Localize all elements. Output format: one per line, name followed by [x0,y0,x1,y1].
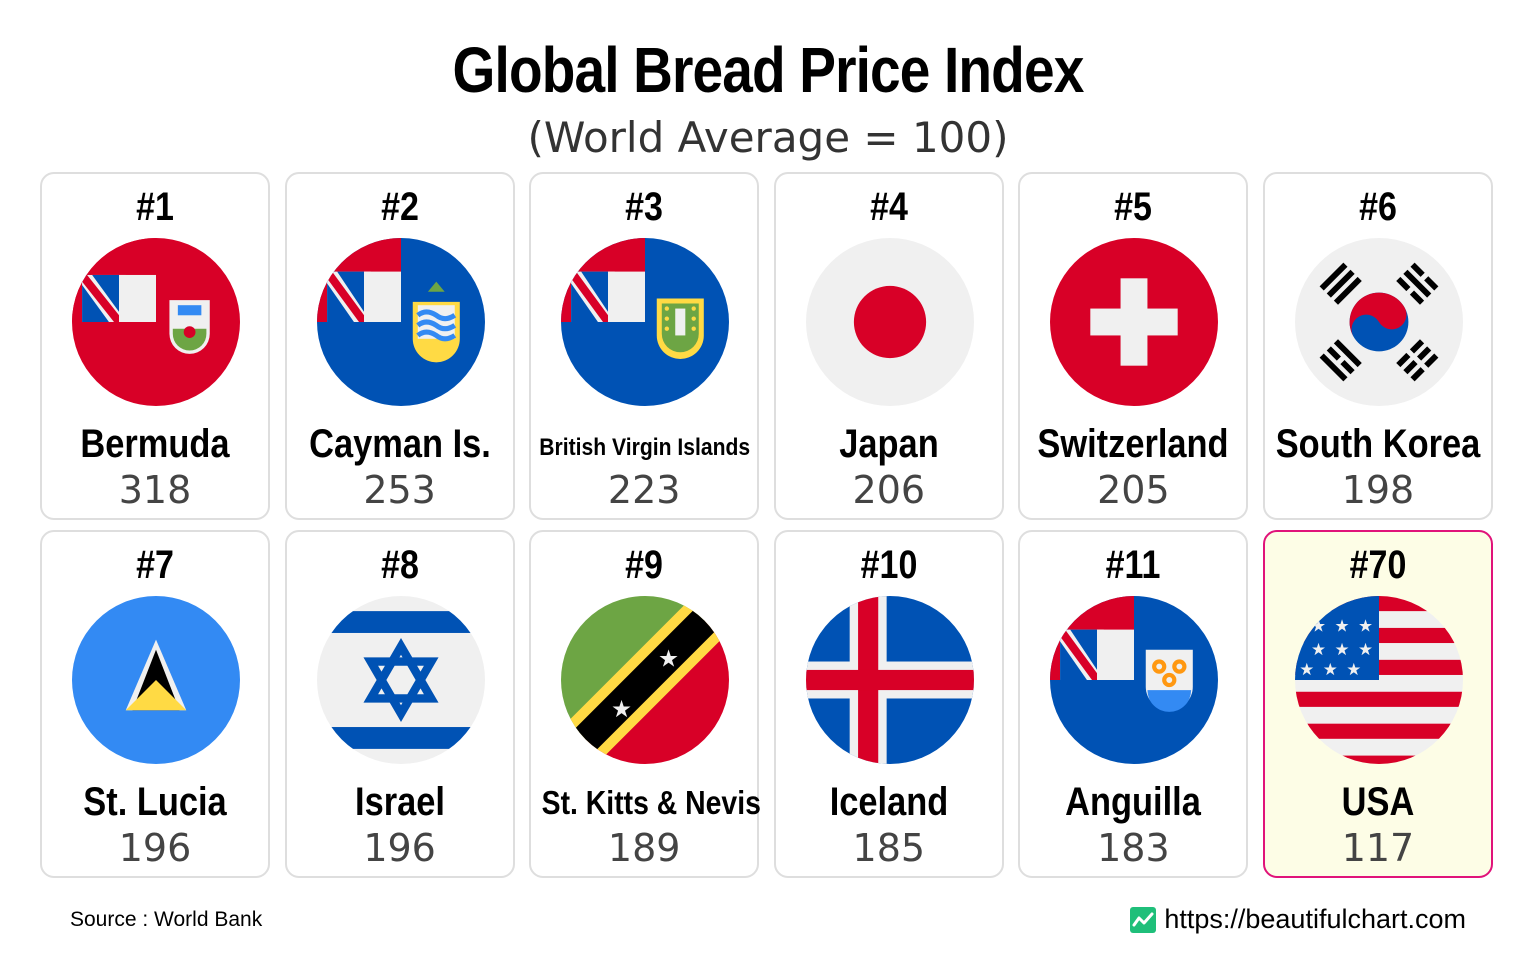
svg-text:★: ★ [611,695,632,723]
svg-text:★: ★ [1311,615,1326,635]
svg-text:★: ★ [1311,639,1326,659]
rank-label: #70 [1349,543,1407,587]
chart-title: Global Bread Price Index [452,34,1085,106]
rank-label: #4 [869,185,908,229]
rank-label: #11 [1105,543,1161,587]
anguilla-flag-icon [1050,596,1219,764]
country-name: USA [1341,780,1415,824]
rank-label: #6 [1359,185,1397,229]
country-name: Israel [354,780,445,824]
st-kitts-nevis-flag-icon: ★ ★ [561,596,730,764]
country-card: #6 [1262,172,1493,520]
site-url[interactable]: https://beautifulchart.com [1164,904,1466,934]
south-korea-flag-icon [1294,238,1463,406]
country-name: Anguilla [1065,780,1202,824]
index-value: 205 [1097,468,1170,512]
country-card: #10 Iceland 185 [773,530,1004,878]
country-card: #9 ★ ★ St. Kitts & Nevis 189 [529,530,762,878]
country-card: #8 Israel 196 [284,530,515,878]
country-name: Bermuda [80,422,230,466]
country-name: St. Kitts & Nevis [541,784,762,821]
country-name: Iceland [829,780,949,824]
british-virgin-islands-flag-icon [561,238,730,406]
iceland-flag-icon [805,596,974,764]
rank-label: #5 [1114,185,1153,229]
country-card: #7 St. Lucia 196 [40,530,270,878]
rank-label: #1 [136,185,174,229]
index-value: 196 [363,826,436,870]
svg-text:★: ★ [1358,639,1373,659]
rank-label: #3 [625,185,664,229]
country-card: #1 Bermuda 318 [40,172,270,520]
cayman-islands-flag-icon [316,238,485,406]
index-value: 206 [852,468,926,512]
israel-flag-icon [316,596,485,764]
ranking-grid: #1 Bermuda 318 [40,172,1493,878]
index-value: 223 [607,468,681,512]
index-value: 189 [607,826,681,870]
switzerland-flag-icon [1050,238,1219,406]
country-name: St. Lucia [83,780,227,824]
index-value: 117 [1341,826,1415,870]
index-value: 183 [1097,826,1170,870]
country-card: #4 Japan 206 [773,172,1004,520]
index-value: 198 [1341,468,1415,512]
chart-subtitle: (World Average = 100) [527,113,1009,162]
country-name: South Korea [1275,422,1481,466]
japan-flag-icon [805,238,974,406]
bermuda-flag-icon [72,238,240,406]
svg-text:★: ★ [1334,615,1349,635]
index-value: 318 [118,468,192,512]
site-link[interactable]: https://beautifulchart.com [1130,904,1466,935]
country-card: #2 [284,172,515,520]
country-card: #11 Anguilla [1018,530,1249,878]
index-value: 253 [363,468,436,512]
svg-text:★: ★ [1358,615,1373,635]
svg-text:★: ★ [658,645,679,673]
rank-label: #2 [380,185,419,229]
svg-text:★: ★ [1299,659,1314,679]
rank-label: #9 [625,543,664,587]
rank-label: #7 [136,543,174,587]
country-name: Cayman Is. [308,422,491,466]
rank-label: #10 [860,543,918,587]
country-name: Japan [839,422,939,466]
st-lucia-flag-icon [72,596,240,764]
index-value: 185 [852,826,926,870]
rank-label: #8 [380,543,419,587]
source-label: Source : World Bank [70,908,263,931]
svg-text:★: ★ [1323,659,1338,679]
country-card: #3 [529,172,760,520]
svg-text:★: ★ [1334,639,1349,659]
country-name: British Virgin Islands [539,434,751,461]
country-card: #5 Switzerland 205 [1018,172,1249,520]
index-value: 196 [118,826,192,870]
country-card-highlighted: #70 ★ ★ ★ ★ ★ ★ ★ ★ ★ [1262,530,1493,878]
chart-logo-icon [1130,906,1157,933]
country-name: Switzerland [1037,422,1229,466]
usa-flag-icon: ★ ★ ★ ★ ★ ★ ★ ★ ★ [1294,596,1463,764]
svg-text:★: ★ [1346,659,1361,679]
